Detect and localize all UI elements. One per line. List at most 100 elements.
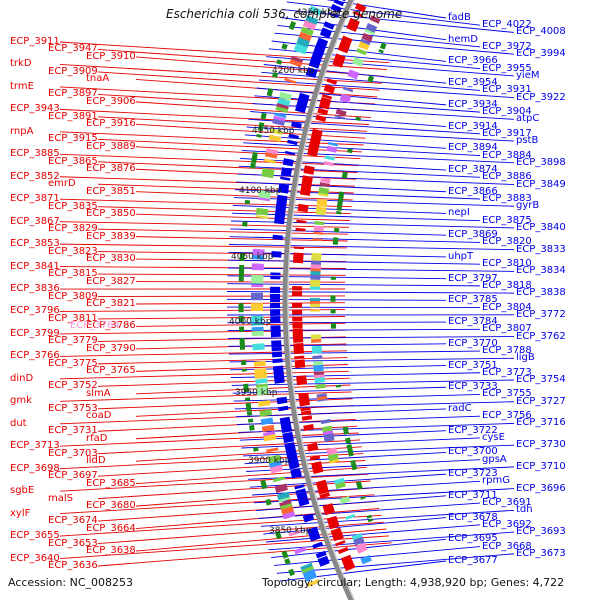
gene-label: ECP_3906 (86, 95, 136, 107)
feature-block-minus-colors (312, 238, 323, 242)
gene-label: trmE (10, 80, 34, 92)
feature-block-plus-arrows (271, 340, 282, 348)
feature-block-gc-marks (257, 122, 265, 132)
feature-block-plus-arrows (270, 319, 281, 324)
feature-block-plus-colors (278, 496, 291, 503)
feature-block-gc-marks (241, 368, 247, 372)
gene-label: ligB (516, 352, 535, 364)
feature-block-gc-marks (347, 449, 354, 457)
label-connector (276, 553, 515, 574)
feature-block-minus-arrows (295, 227, 306, 232)
gene-label: ECP_3673 (516, 547, 566, 559)
label-connector (135, 146, 361, 160)
feature-block-gc-marks (243, 383, 250, 393)
feature-block-gc-marks (346, 444, 353, 452)
feature-block-minus-colors (315, 209, 326, 216)
gene-label: ECP_3897 (48, 88, 98, 100)
feature-block-plus-arrows (271, 251, 282, 258)
label-connector (237, 415, 481, 425)
feature-block-plus-colors (251, 322, 264, 326)
gene-label: gyrB (516, 200, 540, 212)
feature-block-minus-arrows (292, 316, 303, 322)
label-connector (263, 517, 447, 535)
label-connector (59, 221, 350, 228)
gene-label: atpC (516, 113, 540, 125)
gene-label: ECP_3871 (10, 193, 60, 205)
feature-block-gc-marks (266, 88, 274, 97)
feature-block-plus-arrows (270, 316, 281, 320)
gene-label: ECP_3829 (48, 223, 98, 235)
feature-block-minus-arrows (293, 348, 304, 355)
gene-label: ECP_3972 (482, 40, 532, 52)
gene-label: ECP_3797 (448, 272, 498, 284)
label-connector (97, 138, 363, 153)
label-connector (59, 266, 346, 269)
label-connector (97, 439, 361, 455)
label-connector (226, 298, 447, 301)
pseudogene-label: ECP_3764 (70, 320, 120, 331)
feature-block-minus-colors (313, 364, 324, 372)
label-connector (135, 364, 349, 372)
gene-label: rpmG (482, 475, 510, 487)
gene-label: sgbE (10, 485, 35, 497)
feature-block-gc-marks (355, 481, 363, 490)
feature-block-gc-marks (238, 269, 245, 276)
gene-label: tdh (516, 504, 533, 516)
feature-block-minus-colors (339, 495, 351, 505)
gene-label: ECP_3668 (482, 540, 532, 552)
gene-label: ECP_3772 (516, 308, 566, 320)
feature-block-plus-colors (282, 511, 296, 520)
feature-block-gc-marks (284, 558, 291, 565)
label-connector (227, 283, 481, 287)
feature-block-minus-arrows (318, 102, 330, 110)
gene-label: malS (48, 492, 73, 504)
gene-label: pstB (516, 135, 539, 147)
feature-block-plus-arrows (305, 72, 316, 78)
gene-label: ECP_3876 (86, 163, 136, 175)
feature-block-plus-colors (261, 168, 275, 179)
label-connector (246, 459, 481, 472)
gene-label: ECP_3713 (10, 440, 60, 452)
gene-label: fadB (448, 12, 471, 23)
kbp-tick-label: 4000 kbp (229, 317, 272, 327)
label-connector (273, 546, 481, 566)
feature-block-plus-arrows (284, 150, 296, 156)
feature-block-minus-colors (327, 453, 339, 462)
feature-block-plus-arrows (280, 176, 291, 181)
label-connector (227, 336, 515, 339)
kbp-tick-label: 4050 kbp (231, 252, 274, 262)
feature-block-plus-arrows (274, 377, 285, 384)
feature-block-plus-arrows (294, 484, 305, 490)
gene-label: ECP_3966 (448, 55, 498, 67)
label-connector (241, 437, 481, 449)
feature-block-plus-colors (251, 263, 264, 271)
label-connector (97, 377, 350, 387)
feature-block-minus-arrows (293, 246, 304, 250)
gene-label: ECP_3653 (48, 537, 98, 549)
feature-block-minus-arrows (317, 107, 329, 116)
feature-block-gc-marks (250, 162, 256, 169)
label-connector (228, 244, 515, 251)
gene-label: gmk (10, 395, 32, 407)
gene-label: rnpA (10, 125, 34, 137)
gene-label: slmA (86, 387, 111, 399)
feature-block-plus-arrows (287, 139, 298, 146)
label-connector (97, 418, 357, 432)
feature-block-plus-colors (263, 158, 277, 164)
feature-block-plus-arrows (271, 351, 283, 358)
feature-block-minus-arrows (335, 540, 346, 547)
gene-label: ECP_3788 (482, 345, 532, 357)
label-connector (135, 101, 371, 119)
feature-block-gc-marks (334, 227, 340, 233)
gene-label: ECP_3790 (86, 342, 136, 354)
feature-block-minus-arrows (308, 144, 319, 151)
label-connector (97, 316, 346, 320)
label-connector (234, 189, 481, 200)
gene-label: ECP_3770 (448, 337, 498, 349)
feature-block-minus-arrows (296, 381, 308, 386)
feature-block-minus-arrows (312, 465, 324, 475)
label-connector (228, 350, 481, 355)
feature-block-plus-arrows (280, 170, 292, 177)
feature-block-minus-colors (311, 345, 323, 354)
feature-block-gc-marks (281, 43, 288, 50)
